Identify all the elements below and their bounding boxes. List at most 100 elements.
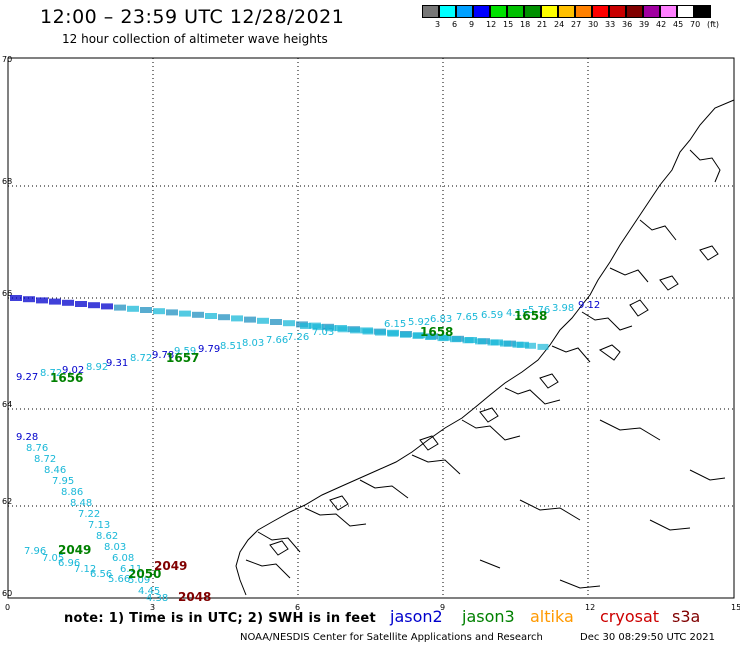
lat-lon-grid <box>8 58 734 598</box>
track-a-values: 9.27 8.72 9.02 8.929.31 8.72 9.78 9.59 9.79 8.51… <box>16 300 600 383</box>
wave-height-value: 9.12 <box>578 300 600 311</box>
legend-label: 39 <box>639 20 650 29</box>
axis-labels: 70 68 66 64 62 60 0 3 6 9 12 15 <box>2 55 740 612</box>
legend-color-boxes <box>422 5 711 18</box>
dense-track-mark <box>23 296 35 303</box>
satellite-s3a: s3a <box>672 607 701 626</box>
wave-height-value: 7.66 <box>266 335 288 346</box>
dense-track-mark <box>140 307 152 313</box>
wave-height-value: 6.56 <box>90 569 112 580</box>
dense-track-mark <box>450 336 461 343</box>
wave-height-value: 7.65 <box>456 312 478 323</box>
dense-track-mark <box>537 343 549 350</box>
map-subtitle: 12 hour collection of altimeter wave hei… <box>62 32 328 46</box>
wave-height-value: 9.79 <box>198 344 220 355</box>
dense-track-mark <box>218 314 230 321</box>
dense-track-mark <box>205 313 217 319</box>
legend-swatch <box>422 5 439 18</box>
dense-track-mark <box>36 297 48 304</box>
legend-label: 9 <box>469 20 475 29</box>
legend-swatch <box>524 5 541 18</box>
dense-track-mark <box>312 324 324 331</box>
wave-height-value: 5.92 <box>408 317 430 328</box>
wave-height-value: 7.12 <box>74 564 96 575</box>
dense-track-mark <box>231 315 243 322</box>
pass-label: 2049 <box>154 559 187 573</box>
wave-height-value: 5.66 <box>108 574 130 585</box>
legend-swatch <box>456 5 473 18</box>
legend-swatch <box>490 5 507 18</box>
legend-swatch <box>575 5 592 18</box>
legend-label: 33 <box>605 20 616 29</box>
legend-label: 6 <box>452 20 458 29</box>
pass-label: 1657 <box>166 351 199 365</box>
wave-height-value: 9.02 <box>62 365 84 376</box>
lon-label: 6 <box>295 603 300 612</box>
track-c-values: 7.967.056.967.126.565.66 <box>24 546 130 585</box>
legend-swatch <box>660 5 677 18</box>
dense-track-mark <box>300 323 311 329</box>
lon-label: 15 <box>731 603 740 612</box>
legend-swatch <box>473 5 490 18</box>
pass-label: 1658 <box>514 309 547 323</box>
legend-label: 18 <box>520 20 531 29</box>
wave-height-value: 4.45 <box>138 586 160 597</box>
legend-swatch <box>694 5 711 18</box>
track-b-values: 9.288.768.728.467.958.868.487.227.138.62… <box>16 432 168 604</box>
wave-height-value: 7.13 <box>88 520 110 531</box>
dense-track-mark <box>375 329 386 336</box>
wave-height-value: 8.51 <box>220 341 242 352</box>
lat-label: 70 <box>2 55 12 64</box>
wave-height-value: 6.08 <box>112 553 134 564</box>
dense-track-mark <box>101 303 113 310</box>
footnote: note: 1) Time is in UTC; 2) SWH is in fe… <box>64 611 376 626</box>
lat-label: 62 <box>2 497 12 506</box>
wave-height-value: 9.59 <box>174 346 196 357</box>
legend-swatch <box>541 5 558 18</box>
coastline <box>235 99 735 596</box>
dense-track-mark <box>500 340 511 347</box>
wave-height-value: 9.28 <box>16 432 38 443</box>
dense-track-mark <box>88 302 100 309</box>
dense-track-mark <box>487 339 499 346</box>
wave-height-value: 9.78 <box>152 350 174 361</box>
dense-track-mark <box>425 334 436 340</box>
dense-track-mark <box>437 335 449 342</box>
dense-track-mark <box>283 320 295 327</box>
legend-label: 45 <box>673 20 684 29</box>
dense-track-mark <box>166 309 178 316</box>
wave-height-value: 4.15 <box>506 308 528 319</box>
satellite-altika: altika <box>530 607 574 626</box>
pass-label: 2049 <box>58 543 91 557</box>
legend-label: 27 <box>571 20 582 29</box>
dense-track-mark <box>350 327 361 334</box>
dense-track-mark <box>75 301 87 307</box>
wave-height-value: 7.96 <box>24 546 46 557</box>
satellite-jason3: jason3 <box>462 607 515 626</box>
legend-swatch <box>592 5 609 18</box>
map-title: 12:00 – 23:59 UTC 12/28/2021 <box>40 6 345 28</box>
wave-height-value: 5.09 <box>128 575 150 586</box>
dense-track-mark <box>49 298 61 305</box>
wave-height-value: 4.38 <box>146 593 168 604</box>
dense-track-mark <box>127 305 139 312</box>
pass-label: 2050 <box>128 567 161 581</box>
wave-height-value: 6.11 <box>120 564 142 575</box>
credit-line: NOAA/NESDIS Center for Satellite Applica… <box>240 632 543 643</box>
dense-track-mark <box>475 338 486 345</box>
wave-height-value: 8.48 <box>70 498 92 509</box>
wave-height-value: 7.05 <box>42 553 64 564</box>
legend-swatch <box>609 5 626 18</box>
dense-track-mark <box>387 330 399 337</box>
pass-label: 1656 <box>50 371 83 385</box>
lon-label: 12 <box>585 603 595 612</box>
dense-track-mark <box>400 331 411 338</box>
wave-height-value: 8.76 <box>26 443 48 454</box>
dense-track-mark <box>412 332 424 339</box>
lat-label: 64 <box>2 400 12 409</box>
legend-label: 70 <box>690 20 701 29</box>
legend-label: 3 <box>435 20 441 29</box>
wave-height-value: 7.26 <box>287 332 309 343</box>
wave-height-value: 8.46 <box>44 465 66 476</box>
wave-height-value: 6.15 <box>384 319 406 330</box>
